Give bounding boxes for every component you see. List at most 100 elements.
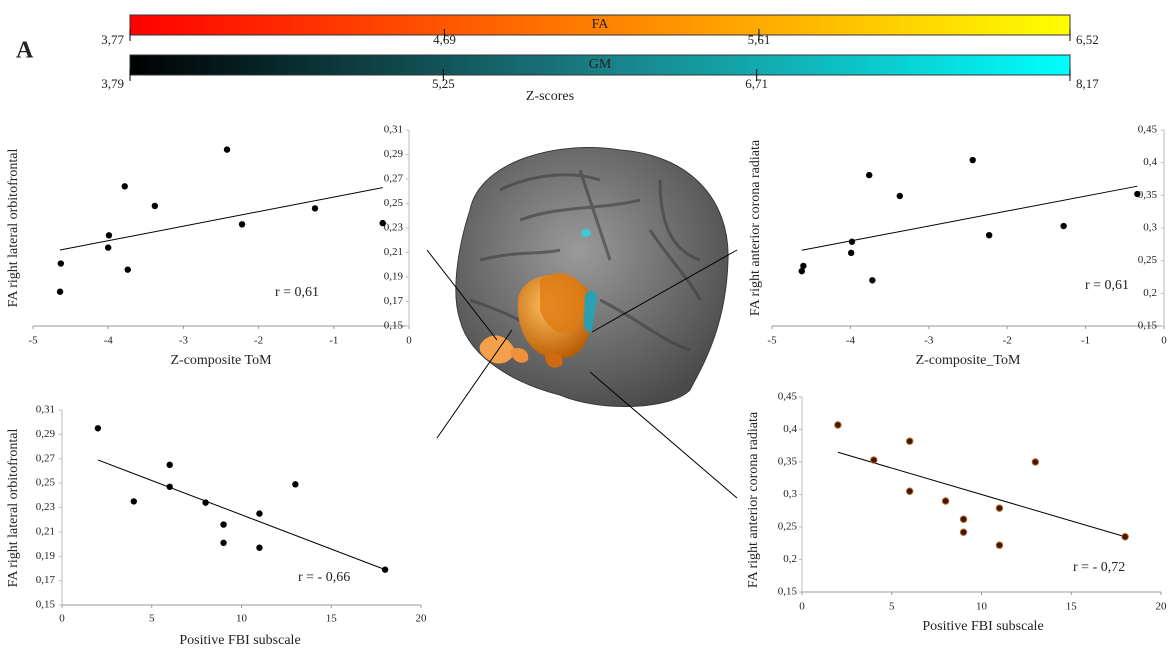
point: [56, 288, 64, 295]
colorbar-name: GM: [589, 57, 612, 72]
point: [105, 244, 112, 251]
x-tick-label: -2: [1003, 335, 1012, 347]
y-tick-label: 0,31: [36, 404, 55, 416]
x-axis-title: Positive FBI subscale: [179, 633, 300, 648]
x-tick-label: 15: [326, 613, 338, 625]
point: [906, 437, 914, 445]
y-tick-label: 0,25: [36, 477, 56, 489]
y-tick-label: 0,4: [783, 423, 797, 435]
connectors: [426, 249, 738, 499]
legend-title: Z-scores: [526, 89, 574, 104]
x-tick-label: -2: [254, 335, 263, 347]
point: [1060, 222, 1067, 230]
point: [941, 497, 950, 505]
point: [800, 262, 807, 270]
point: [848, 238, 856, 245]
point: [256, 510, 263, 517]
colorbar-tick-label: 4,69: [433, 32, 456, 47]
point: [256, 544, 263, 551]
x-tick-label: 0: [1161, 335, 1167, 347]
annotation: r = - 0,66: [298, 570, 350, 585]
y-tick-label: 0,25: [1138, 254, 1158, 266]
point: [969, 156, 976, 164]
colorbar: [129, 14, 1071, 36]
colorbar-tick-label: 3,79: [101, 76, 124, 91]
x-tick-label: -4: [104, 335, 114, 347]
point: [166, 461, 173, 469]
point: [292, 481, 299, 488]
trendline: [97, 459, 386, 571]
x-tick-label: -3: [179, 335, 189, 347]
y-tick-label: 0,15: [1138, 320, 1158, 332]
point: [223, 146, 231, 153]
point: [124, 266, 131, 273]
y-tick-label: 0,19: [384, 271, 404, 283]
colorbar: [129, 54, 1071, 76]
y-tick-label: 0,23: [384, 222, 404, 234]
annotation: r = 0,61: [1085, 278, 1129, 293]
point: [379, 219, 386, 227]
y-tick-label: 0,21: [36, 525, 55, 537]
y-tick-label: 0,15: [384, 320, 404, 332]
colorbar-tick-label: 8,17: [1076, 76, 1099, 91]
scatter-chart: -5 -4 -3 -2 -1 00,15 0,2 0,25 0,3 0,35 0,4 0,45 Z-co…: [748, 124, 1167, 369]
point: [220, 539, 227, 547]
point: [869, 277, 876, 284]
x-tick-label: 0: [799, 601, 805, 613]
y-tick-label: 0,21: [384, 246, 403, 258]
y-axis-title: FA right anterior corona radiata: [746, 411, 761, 588]
point: [1031, 458, 1040, 466]
point: [121, 183, 128, 190]
y-tick-label: 0,45: [778, 391, 798, 403]
y-tick-label: 0,35: [1138, 189, 1158, 201]
y-tick-label: 0,3: [1143, 222, 1157, 234]
y-tick-label: 0,23: [36, 501, 56, 513]
y-tick-label: 0,25: [778, 521, 798, 533]
point: [105, 232, 113, 239]
x-tick-label: -5: [767, 335, 777, 347]
x-tick-label: 20: [416, 613, 428, 625]
x-tick-label: -5: [28, 335, 38, 347]
point: [57, 260, 65, 267]
colorbar-tick-label: 6,71: [745, 76, 768, 91]
point: [311, 205, 319, 212]
y-tick-label: 0,29: [384, 148, 404, 160]
colorbar-tick-label: 5,61: [748, 32, 771, 47]
scatter-chart: 0 5 10 15 20 0,15 0,17 0,19 0,21 0,23 0,25 0,27 0,29…: [6, 404, 427, 649]
x-tick-label: 20: [1156, 601, 1168, 613]
x-axis-title: Positive FBI subscale: [922, 619, 1043, 634]
point: [798, 267, 805, 275]
colorbar-name: FA: [592, 17, 610, 32]
y-tick-label: 0,15: [36, 599, 56, 611]
colorbar-tick-label: 3,77: [101, 32, 124, 47]
x-tick-label: 10: [976, 601, 988, 613]
scatter-chart: 0 5 10 15 20 0,15 0,2 0,25 0,3 0,35 0,4 0,45 Positiv…: [746, 391, 1167, 635]
panel-label: A: [16, 38, 34, 64]
scatter-chart: -5 -4 -3 -2 -1 00,15 0,17 0,19 0,21 0,23 0,25 0,27 0…: [6, 124, 412, 369]
trendline: [801, 185, 1138, 251]
x-tick-label: -1: [1081, 335, 1090, 347]
point: [959, 515, 968, 523]
x-axis-title: Z-composite_ToM: [916, 353, 1021, 368]
y-tick-label: 0,31: [384, 124, 403, 136]
x-tick-label: 10: [236, 613, 248, 625]
y-axis-title: FA right lateral orbitofrontal: [6, 149, 21, 308]
point: [94, 425, 102, 432]
point: [220, 521, 227, 528]
colorbar-tick-label: 5,25: [432, 76, 455, 91]
point: [381, 566, 389, 573]
y-tick-label: 0,27: [384, 173, 404, 185]
x-axis-title: Z-composite ToM: [170, 353, 272, 368]
y-tick-label: 0,19: [36, 550, 56, 562]
point: [847, 249, 855, 257]
point: [130, 498, 137, 505]
y-tick-label: 0,4: [1143, 156, 1157, 168]
y-tick-label: 0,35: [778, 456, 798, 468]
trendline: [59, 187, 383, 251]
point: [995, 541, 1004, 549]
y-tick-label: 0,45: [1138, 124, 1158, 136]
point: [995, 504, 1004, 512]
y-axis-title: FA right anterior corona radiata: [748, 139, 763, 316]
annotation: r = - 0,72: [1073, 560, 1125, 575]
